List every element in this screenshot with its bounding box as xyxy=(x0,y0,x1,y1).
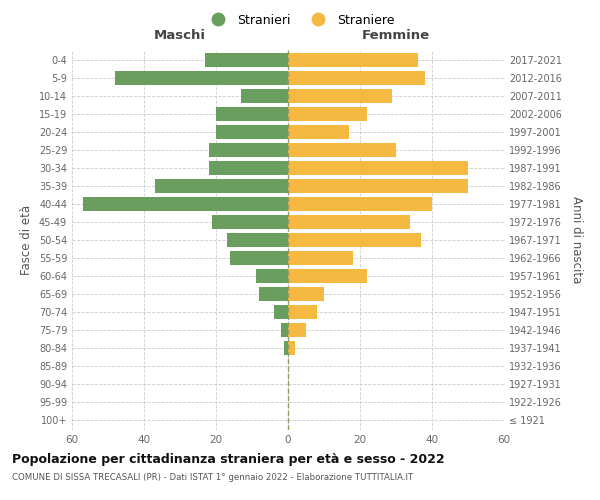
Bar xyxy=(288,161,468,175)
Bar xyxy=(209,143,288,157)
Bar xyxy=(288,305,317,319)
Bar xyxy=(241,89,288,103)
Bar xyxy=(155,179,288,193)
Text: Popolazione per cittadinanza straniera per età e sesso - 2022: Popolazione per cittadinanza straniera p… xyxy=(12,452,445,466)
Bar xyxy=(256,269,288,283)
Bar xyxy=(209,161,288,175)
Bar xyxy=(83,197,288,211)
Bar xyxy=(288,197,432,211)
Bar xyxy=(216,125,288,139)
Bar xyxy=(274,305,288,319)
Bar xyxy=(281,323,288,337)
Y-axis label: Anni di nascita: Anni di nascita xyxy=(570,196,583,284)
Bar xyxy=(259,287,288,301)
Text: Femmine: Femmine xyxy=(362,30,430,43)
Y-axis label: Fasce di età: Fasce di età xyxy=(20,205,33,275)
Bar xyxy=(288,143,396,157)
Bar xyxy=(212,215,288,229)
Bar xyxy=(230,251,288,265)
Bar xyxy=(216,107,288,121)
Bar xyxy=(288,251,353,265)
Bar xyxy=(288,287,324,301)
Bar xyxy=(288,269,367,283)
Bar xyxy=(288,71,425,85)
Legend: Stranieri, Straniere: Stranieri, Straniere xyxy=(201,8,399,32)
Bar xyxy=(227,233,288,247)
Bar xyxy=(288,53,418,67)
Bar xyxy=(115,71,288,85)
Text: Maschi: Maschi xyxy=(154,30,206,43)
Bar xyxy=(288,215,410,229)
Bar xyxy=(205,53,288,67)
Bar xyxy=(288,125,349,139)
Bar xyxy=(284,341,288,355)
Bar xyxy=(288,179,468,193)
Bar xyxy=(288,107,367,121)
Bar xyxy=(288,323,306,337)
Bar xyxy=(288,341,295,355)
Bar xyxy=(288,233,421,247)
Bar xyxy=(288,89,392,103)
Text: COMUNE DI SISSA TRECASALI (PR) - Dati ISTAT 1° gennaio 2022 - Elaborazione TUTTI: COMUNE DI SISSA TRECASALI (PR) - Dati IS… xyxy=(12,472,413,482)
